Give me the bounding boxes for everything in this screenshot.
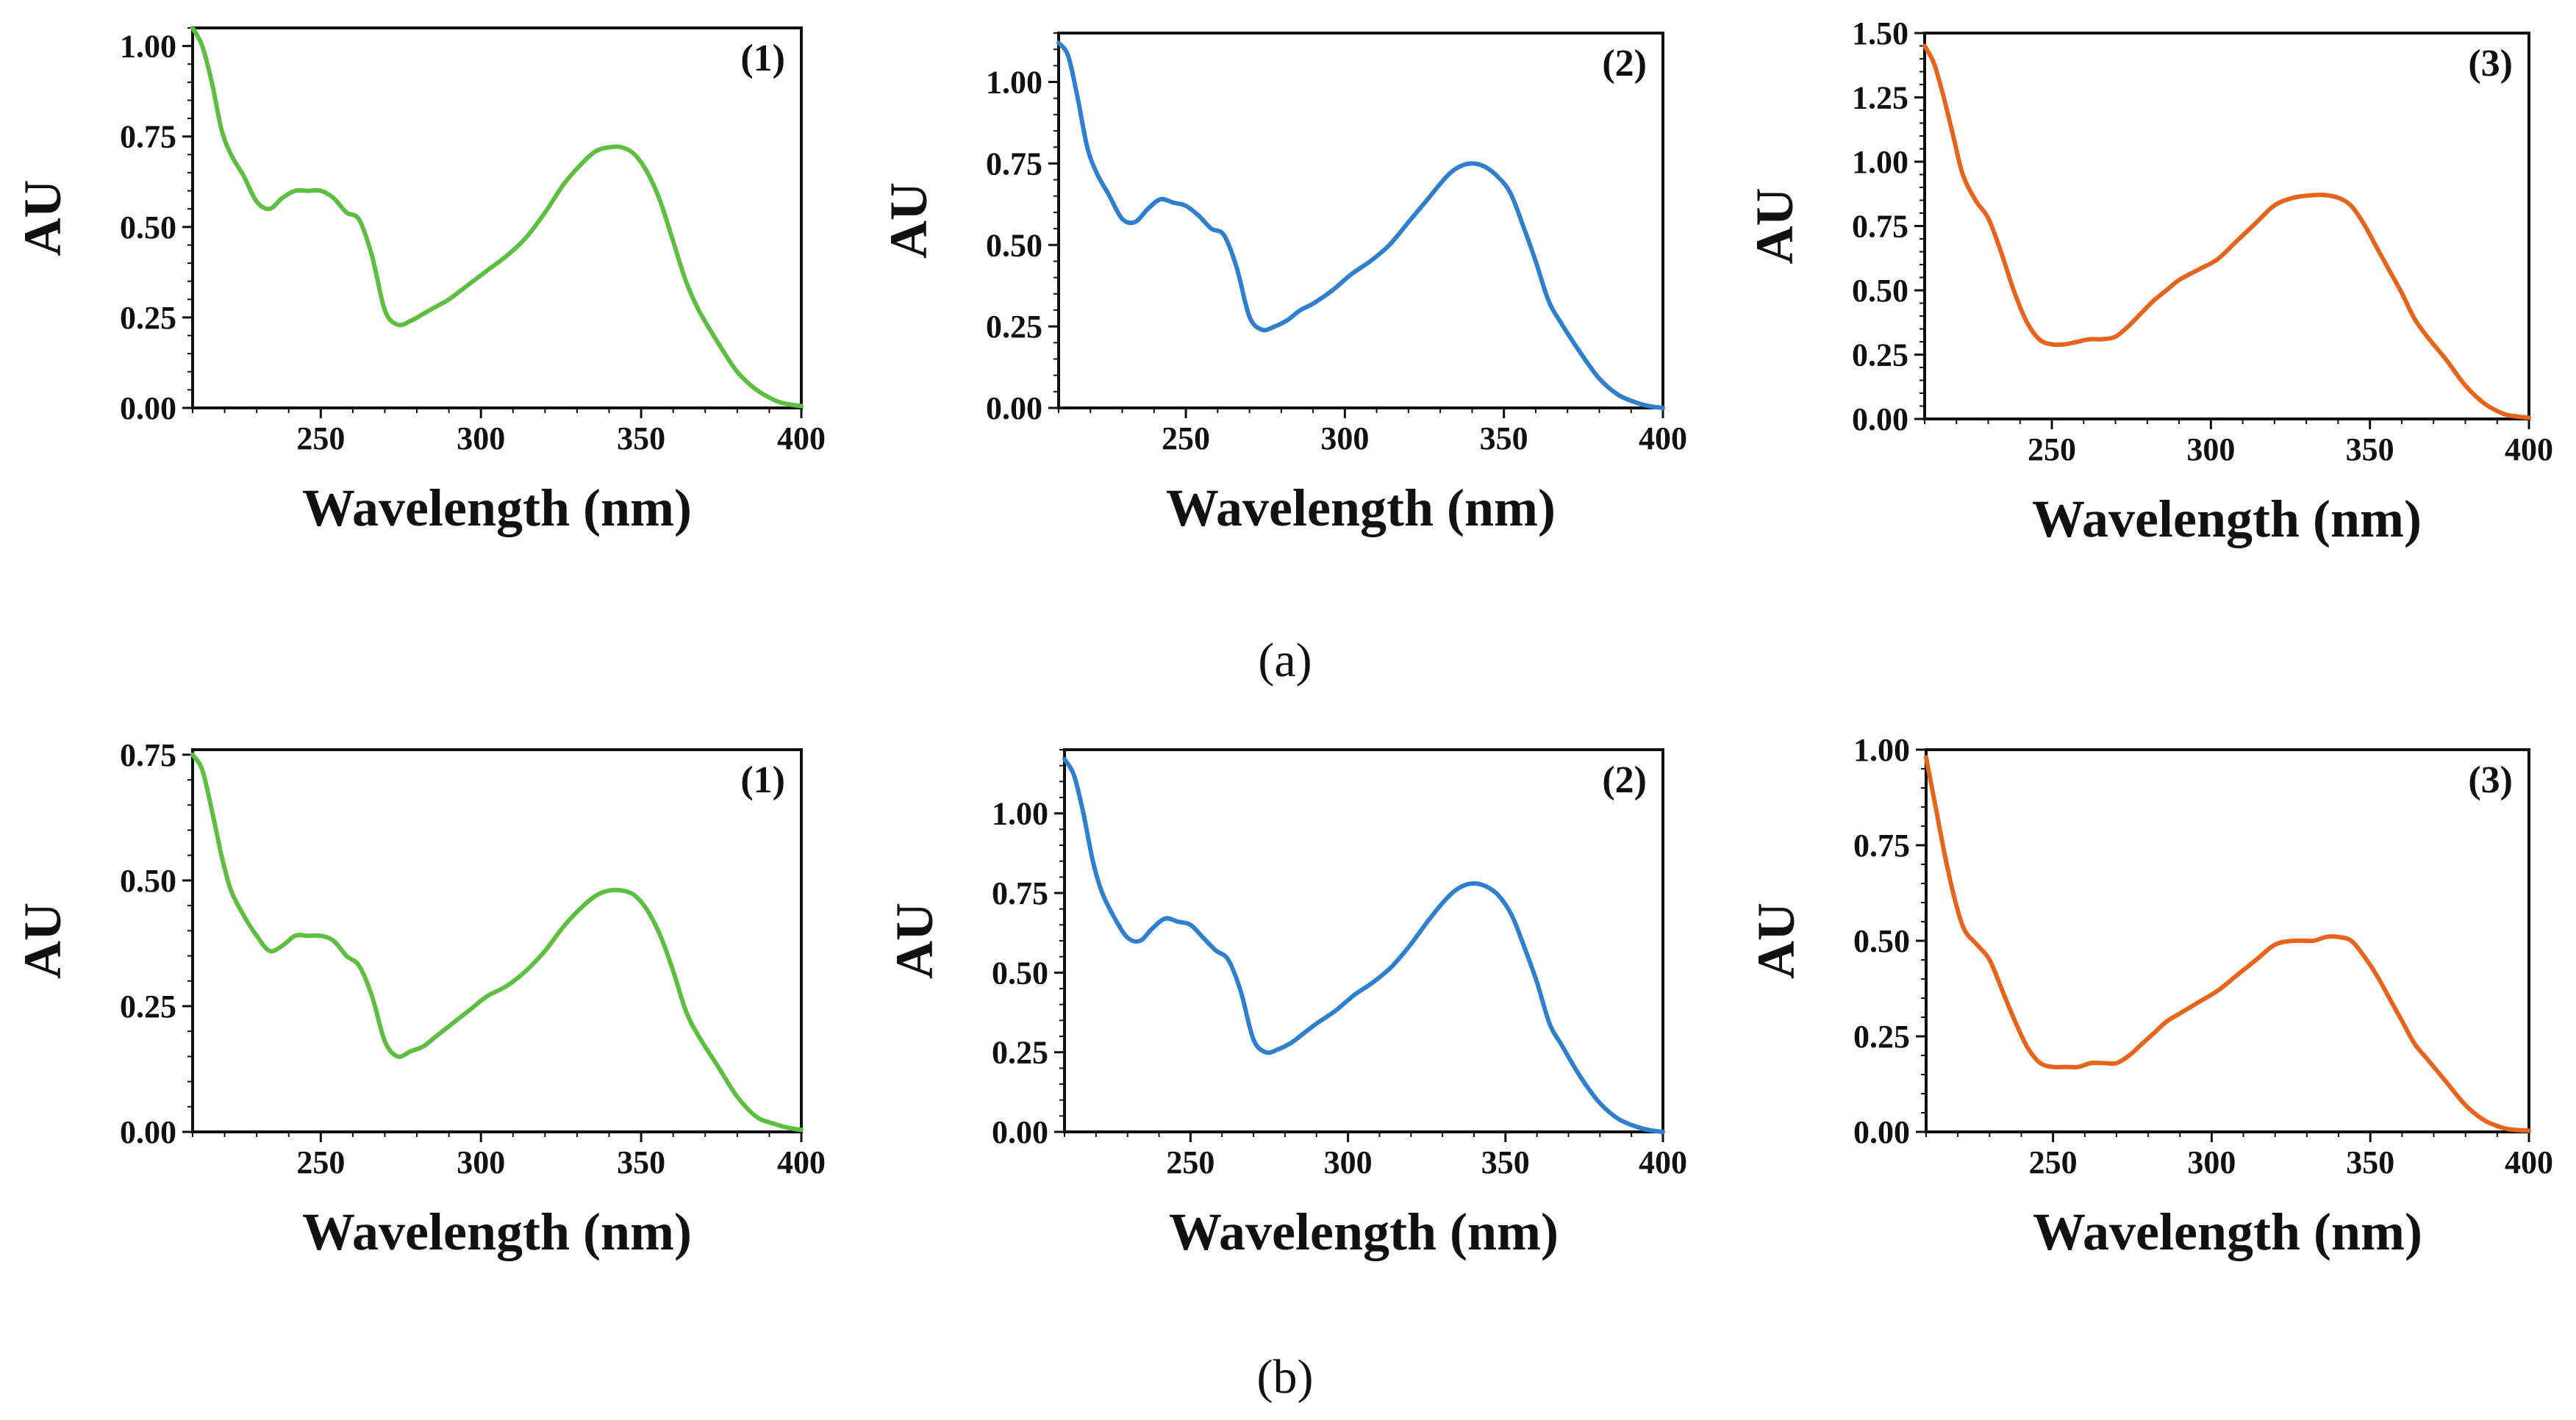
plot-frame bbox=[191, 748, 803, 1133]
x-tick-label: 400 bbox=[777, 1144, 826, 1180]
y-tick-label: 1.00 bbox=[1853, 732, 1910, 768]
x-tick-label: 350 bbox=[2346, 1144, 2394, 1180]
x-tick-label: 250 bbox=[296, 420, 345, 456]
row-label-a: (a) bbox=[1258, 634, 1312, 687]
y-tick-label: 0.25 bbox=[986, 309, 1042, 345]
y-tick-label: 0.75 bbox=[986, 146, 1042, 182]
y-tick-label: 0.75 bbox=[1852, 209, 1908, 245]
x-tick-label: 400 bbox=[2505, 431, 2553, 467]
y-tick-label: 0.00 bbox=[120, 390, 176, 426]
spectrum-line bbox=[190, 752, 804, 1133]
plot-frame bbox=[1057, 32, 1664, 409]
x-tick-label: 300 bbox=[2187, 1144, 2236, 1180]
x-axis-title: Wavelength (nm) bbox=[302, 478, 692, 537]
y-tick-label: 1.00 bbox=[1852, 144, 1908, 180]
y-tick-label: 0.50 bbox=[1853, 923, 1910, 959]
y-tick-label: 0.00 bbox=[1852, 401, 1908, 437]
chart-panel-2: 0.00 0.25 0.50 0.75 1.00 250 300 350 400 (2) Wavel… bbox=[879, 32, 1687, 537]
y-tick-label: 0.50 bbox=[120, 209, 176, 245]
x-tick-label: 350 bbox=[617, 1144, 665, 1180]
y-tick-label: 0.75 bbox=[992, 875, 1048, 911]
y-tick-label: 0.50 bbox=[120, 863, 176, 899]
y-tick-label: 0.00 bbox=[1853, 1114, 1910, 1150]
y-tick-label: 0.25 bbox=[120, 989, 176, 1025]
x-tick-label: 250 bbox=[296, 1144, 345, 1180]
x-tick-label: 250 bbox=[1166, 1144, 1214, 1180]
x-axis-title: Wavelength (nm) bbox=[2033, 1202, 2422, 1261]
chart-panel-5: 0.00 0.25 0.50 0.75 1.00 250 300 350 400 (2) Wavel… bbox=[885, 748, 1687, 1261]
x-axis-title: Wavelength (nm) bbox=[2032, 490, 2422, 548]
x-tick-label: 300 bbox=[457, 420, 505, 456]
spectrum-line bbox=[1062, 757, 1665, 1134]
y-tick-label: 1.00 bbox=[986, 65, 1042, 101]
y-tick-label: 1.00 bbox=[120, 29, 176, 65]
x-tick-label: 250 bbox=[1162, 420, 1210, 456]
y-tick-label: 1.00 bbox=[992, 796, 1048, 832]
y-tick-label: 0.75 bbox=[120, 737, 176, 773]
x-tick-label: 250 bbox=[2029, 1144, 2078, 1180]
y-tick-label: 1.25 bbox=[1852, 80, 1908, 116]
x-tick-label: 350 bbox=[617, 420, 665, 456]
x-tick-label: 400 bbox=[777, 420, 826, 456]
plot-frame bbox=[191, 26, 803, 409]
chart-panel-6: 0.00 0.25 0.50 0.75 1.00 250 300 350 400 (3) Wavel… bbox=[1747, 732, 2553, 1261]
panel-tag-label: (2) bbox=[1602, 759, 1647, 801]
x-tick-label: 300 bbox=[1320, 420, 1369, 456]
y-axis-title: AU bbox=[13, 180, 72, 257]
x-axis-title: Wavelength (nm) bbox=[302, 1202, 692, 1261]
y-tick-label: 0.25 bbox=[1852, 337, 1908, 373]
panel-tag-label: (1) bbox=[740, 37, 785, 79]
x-tick-label: 400 bbox=[1639, 420, 1687, 456]
y-axis-title: AU bbox=[1747, 903, 1806, 979]
chart-panel-4: 0.00 0.25 0.50 0.75 250 300 350 400 (1) Wavelengt… bbox=[13, 737, 826, 1261]
y-tick-label: 0.50 bbox=[986, 227, 1042, 263]
x-tick-label: 350 bbox=[1480, 420, 1528, 456]
chart-panel-3: 0.00 0.25 0.50 0.75 1.00 1.25 1.50 250 300 350 400… bbox=[1745, 15, 2553, 548]
y-tick-label: 0.75 bbox=[1853, 828, 1910, 864]
y-tick-label: 0.25 bbox=[120, 300, 176, 336]
panel-tag-label: (2) bbox=[1602, 43, 1647, 85]
x-axis-title: Wavelength (nm) bbox=[1166, 478, 1556, 537]
y-axis-title: AU bbox=[1745, 188, 1804, 265]
panel-tag-label: (3) bbox=[2468, 759, 2513, 801]
spectrum-line bbox=[1924, 755, 2531, 1133]
x-tick-label: 300 bbox=[457, 1144, 505, 1180]
x-axis-title: Wavelength (nm) bbox=[1169, 1202, 1559, 1261]
chart-panel-1: 0.00 0.25 0.50 0.75 1.00 250 300 350 400 (1) Wavel… bbox=[13, 26, 826, 537]
x-tick-label: 350 bbox=[2346, 431, 2394, 467]
y-tick-label: 1.50 bbox=[1852, 15, 1908, 51]
y-tick-label: 0.75 bbox=[120, 119, 176, 155]
y-tick-label: 0.50 bbox=[992, 955, 1048, 991]
y-tick-label: 0.00 bbox=[120, 1114, 176, 1150]
panel-tag-label: (3) bbox=[2468, 43, 2513, 85]
x-tick-label: 300 bbox=[2186, 431, 2235, 467]
spectrum-line bbox=[1922, 43, 2531, 420]
x-tick-label: 300 bbox=[1324, 1144, 1373, 1180]
y-tick-label: 0.25 bbox=[1853, 1019, 1910, 1055]
panel-tag-label: (1) bbox=[740, 759, 785, 801]
y-tick-label: 0.25 bbox=[992, 1035, 1048, 1071]
x-tick-label: 350 bbox=[1481, 1144, 1530, 1180]
x-tick-label: 400 bbox=[1639, 1144, 1687, 1180]
y-axis-title: AU bbox=[13, 903, 72, 979]
row-label-b: (b) bbox=[1257, 1350, 1314, 1404]
spectrum-line bbox=[190, 26, 804, 409]
y-tick-label: 0.00 bbox=[992, 1114, 1048, 1150]
x-tick-label: 400 bbox=[2505, 1144, 2553, 1180]
x-tick-label: 250 bbox=[2028, 431, 2076, 467]
y-axis-title: AU bbox=[879, 182, 938, 259]
y-tick-label: 0.00 bbox=[986, 390, 1042, 426]
y-axis-title: AU bbox=[885, 903, 944, 979]
spectrum-line bbox=[1056, 40, 1665, 410]
y-tick-label: 0.50 bbox=[1852, 273, 1908, 309]
